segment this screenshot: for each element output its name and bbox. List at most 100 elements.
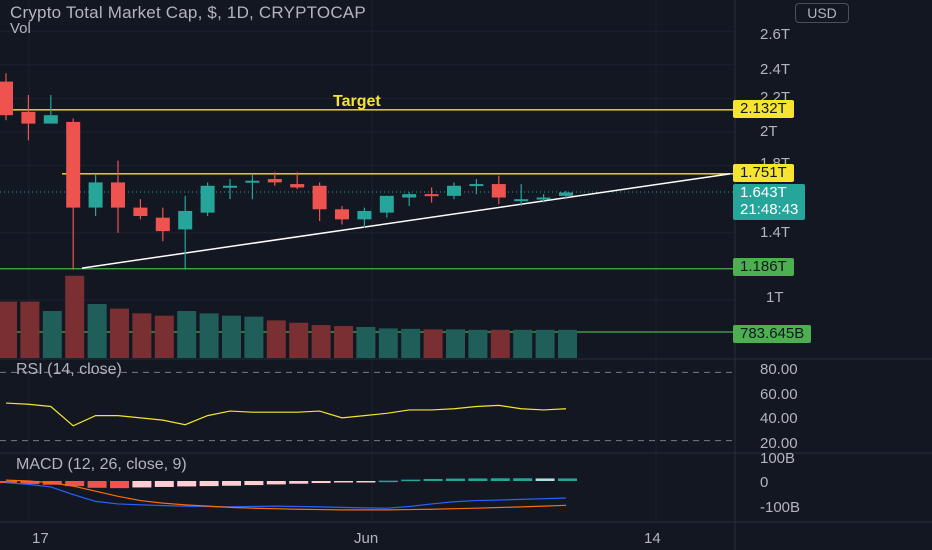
macd-axis-label: 0: [760, 474, 769, 491]
rsi-label: RSI (14, close): [16, 361, 122, 378]
volume-bar: [0, 301, 17, 358]
candle-body: [155, 217, 170, 232]
time-axis-label: 14: [644, 530, 661, 547]
volume-bar: [289, 322, 309, 358]
macd-axis-label: 100B: [760, 450, 796, 467]
macd-line: [5, 482, 567, 509]
candle-body: [312, 185, 327, 210]
volume-bar: [378, 328, 398, 358]
candle-body: [0, 81, 13, 116]
volume-label: Vol: [10, 20, 31, 37]
volume-bar: [558, 329, 577, 358]
candle-body: [223, 185, 237, 188]
macd-histogram-bar: [87, 481, 107, 488]
price-axis-label: 2.6T: [760, 26, 791, 43]
volume-bar: [356, 326, 376, 358]
candle-body: [424, 194, 439, 197]
volume-bar: [87, 303, 107, 358]
signal-line: [5, 479, 567, 511]
price-levels: [0, 109, 735, 333]
candle-body: [536, 197, 551, 200]
candle-body: [133, 207, 148, 216]
macd-pane: [0, 478, 577, 511]
candle-body: [111, 182, 125, 208]
volume-bar: [446, 329, 465, 358]
volume-bar: [468, 329, 488, 358]
rsi-pane: [0, 371, 735, 442]
macd-histogram-bar: [468, 478, 488, 481]
macd-histogram-bar: [244, 481, 264, 486]
candle-body: [66, 121, 81, 208]
time-axis-label: Jun: [354, 530, 379, 547]
rsi-axis-label: 60.00: [760, 386, 798, 403]
volume-bar: [65, 275, 85, 358]
macd-label: MACD (12, 26, close, 9): [16, 456, 187, 473]
price-tag-last: 1.643T 21:48:43: [733, 184, 806, 220]
currency-button[interactable]: USD: [795, 3, 849, 23]
volume-bar: [20, 301, 40, 358]
macd-histogram-bar: [199, 481, 219, 487]
target-annotation: Target: [333, 93, 381, 110]
price-tag-resistance: 1.751T: [733, 164, 794, 182]
volume-bar: [222, 315, 241, 358]
candle-body: [514, 199, 529, 202]
macd-histogram-bar: [0, 481, 17, 484]
macd-histogram-bar: [222, 481, 241, 486]
candle-body: [402, 194, 417, 198]
volume-bar: [177, 311, 197, 358]
candle-body: [447, 185, 461, 196]
rsi-axis-label: 80.00: [760, 361, 798, 378]
volume-bar: [535, 329, 555, 358]
time-axis-label: 17: [32, 530, 49, 547]
candle-body: [491, 184, 506, 198]
volume-bar: [334, 326, 353, 358]
candle-body: [88, 182, 103, 208]
macd-histogram-bar: [65, 481, 85, 487]
macd-histogram-bar: [132, 481, 152, 488]
rsi-axis-label: 40.00: [760, 410, 798, 427]
macd-histogram-bar: [558, 478, 577, 481]
volume-tag: 783.645B: [733, 325, 812, 343]
macd-histogram-bar: [446, 478, 465, 481]
macd-histogram-bar: [401, 479, 421, 482]
macd-histogram-bar: [356, 481, 376, 483]
candle-body: [357, 210, 372, 220]
macd-histogram-bar: [20, 481, 40, 485]
candle-body: [559, 192, 573, 196]
price-axis-label: 2T: [760, 123, 778, 140]
volume-bar: [199, 313, 219, 358]
macd-histogram-bar: [513, 478, 533, 481]
volume-bar: [311, 325, 331, 358]
volume-bar: [266, 320, 286, 358]
volume-bar: [42, 311, 62, 358]
candle-body: [43, 115, 58, 124]
macd-histogram-bar: [154, 481, 174, 487]
volume-bar: [110, 308, 129, 358]
candle-body: [200, 185, 215, 213]
macd-histogram-bar: [177, 481, 197, 487]
candles: [0, 73, 573, 270]
volume-bars: [0, 275, 577, 358]
macd-histogram-bar: [378, 480, 398, 483]
macd-histogram-bar: [289, 481, 309, 484]
price-tag-target: 2.132T: [733, 100, 794, 118]
candle-countdown: 21:48:43: [740, 201, 799, 218]
macd-histogram-bar: [311, 481, 331, 484]
trendline: [81, 173, 731, 269]
volume-bar: [490, 329, 510, 358]
macd-histogram-bar: [423, 478, 443, 481]
rsi-line: [5, 402, 567, 427]
macd-histogram-bar: [334, 481, 353, 483]
price-tag-support: 1.186T: [733, 258, 794, 276]
candle-body: [178, 210, 193, 230]
candle-body: [379, 195, 394, 213]
candle-body: [290, 184, 305, 188]
macd-histogram-bar: [110, 481, 129, 489]
price-axis-label: 2.4T: [760, 61, 791, 78]
price-axis-label: 1T: [766, 289, 784, 306]
candle-body: [21, 111, 36, 124]
volume-bar: [423, 329, 443, 358]
macd-histogram-bar: [490, 478, 510, 481]
candle-body: [469, 184, 484, 187]
